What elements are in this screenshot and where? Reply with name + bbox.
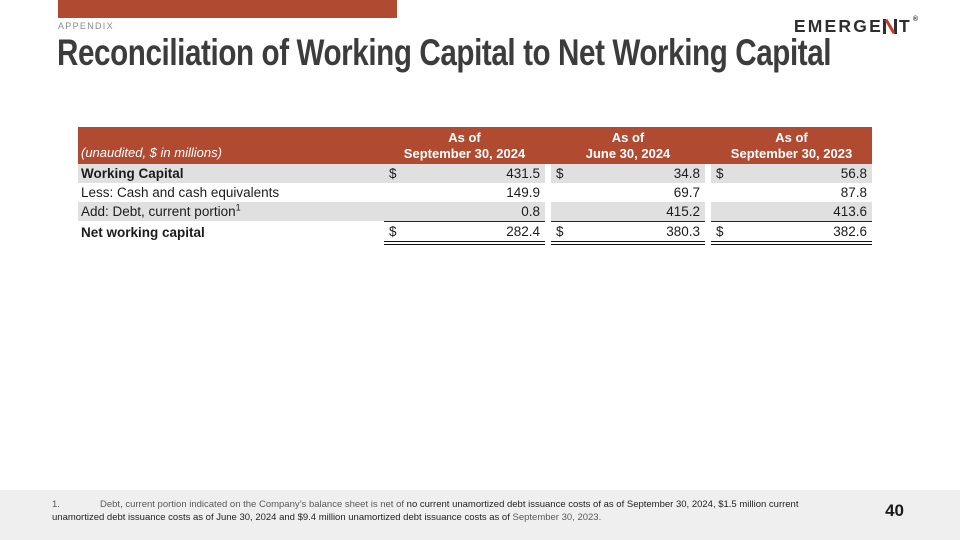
dollar-sign: $	[716, 224, 724, 239]
column-gap	[545, 221, 551, 245]
cell-total-value: $ 382.6	[711, 221, 872, 245]
table-header-col-1: As of September 30, 2024	[384, 127, 545, 164]
reconciliation-table: (unaudited, $ in millions) As of Septemb…	[78, 127, 872, 245]
row-label-net-working-capital: Net working capital	[81, 225, 205, 240]
trademark-mark: ®	[912, 16, 918, 23]
value: 413.6	[833, 204, 867, 219]
dollar-sign: $	[556, 166, 564, 181]
value: 149.9	[506, 185, 540, 200]
footnote-segment: September 30, 2023.	[512, 512, 602, 523]
logo-n-icon	[882, 19, 897, 34]
cell-value: $ 431.5	[384, 164, 545, 183]
row-label-add-debt: Add: Debt, current portion1	[78, 202, 384, 221]
column-gap	[705, 164, 711, 183]
value: 87.8	[840, 185, 867, 200]
dollar-sign: $	[389, 224, 397, 239]
dollar-sign: $	[716, 166, 724, 181]
table-header-col-3: As of September 30, 2023	[711, 127, 872, 164]
row-label-less-cash: Less: Cash and cash equivalents	[81, 185, 280, 200]
cell-value: $ 34.8	[551, 164, 705, 183]
value: 34.8	[673, 166, 700, 181]
cell-value: 415.2	[551, 202, 705, 221]
cell-total-value: $ 380.3	[551, 221, 705, 245]
page-number: 40	[885, 501, 904, 520]
value: 69.7	[673, 185, 700, 200]
column-gap	[705, 183, 711, 202]
value: 415.2	[666, 204, 700, 219]
column-gap	[545, 202, 551, 221]
footnote-reference: 1	[235, 202, 241, 213]
footnote: 1. Debt, current portion indicated on the…	[52, 498, 850, 524]
dollar-sign: $	[556, 224, 564, 239]
emergent-logo: EMERGE T ®	[794, 16, 918, 37]
as-of-label: As of	[611, 130, 645, 145]
column-gap	[545, 183, 551, 202]
date-label: September 30, 2023	[730, 146, 853, 161]
appendix-label: APPENDIX	[58, 21, 114, 31]
table-header-unaudited: (unaudited, $ in millions)	[78, 127, 384, 164]
footnote-segment: no current unamortized debt issuance cos…	[52, 499, 799, 523]
footer-band: 1. Debt, current portion indicated on the…	[0, 490, 960, 540]
dollar-sign: $	[389, 166, 397, 181]
logo-text-left: EMERGE	[793, 16, 883, 36]
date-label: June 30, 2024	[585, 146, 671, 161]
row-label-working-capital: Working Capital	[78, 164, 384, 183]
value: 0.8	[521, 204, 540, 219]
table-header-col-2: As of June 30, 2024	[551, 127, 705, 164]
cell-value: 87.8	[711, 183, 872, 202]
value: 56.8	[840, 166, 867, 181]
top-accent-bar	[58, 0, 397, 18]
cell-total-value: $ 282.4	[384, 221, 545, 245]
column-gap	[705, 202, 711, 221]
slide-title: Reconciliation of Working Capital to Net…	[57, 32, 832, 73]
value: 282.4	[506, 224, 540, 239]
footnote-segment: Debt, current portion indicated on the C…	[100, 499, 407, 510]
value: 382.6	[833, 224, 867, 239]
column-gap	[705, 221, 711, 245]
date-label: September 30, 2024	[403, 146, 526, 161]
cell-value: $ 56.8	[711, 164, 872, 183]
unaudited-note: (unaudited, $ in millions)	[81, 145, 222, 160]
value: 431.5	[506, 166, 540, 181]
cell-value: 413.6	[711, 202, 872, 221]
column-gap	[545, 164, 551, 183]
value: 380.3	[666, 224, 700, 239]
cell-value: 0.8	[384, 202, 545, 221]
as-of-label: As of	[448, 130, 481, 145]
header-gap	[705, 127, 711, 164]
footnote-number: 1.	[52, 499, 60, 510]
cell-value: 149.9	[384, 183, 545, 202]
logo-text-right: T	[898, 16, 912, 36]
as-of-label: As of	[775, 130, 808, 145]
header-gap	[545, 127, 551, 164]
cell-value: 69.7	[551, 183, 705, 202]
row-label-text: Add: Debt, current portion	[81, 204, 236, 219]
